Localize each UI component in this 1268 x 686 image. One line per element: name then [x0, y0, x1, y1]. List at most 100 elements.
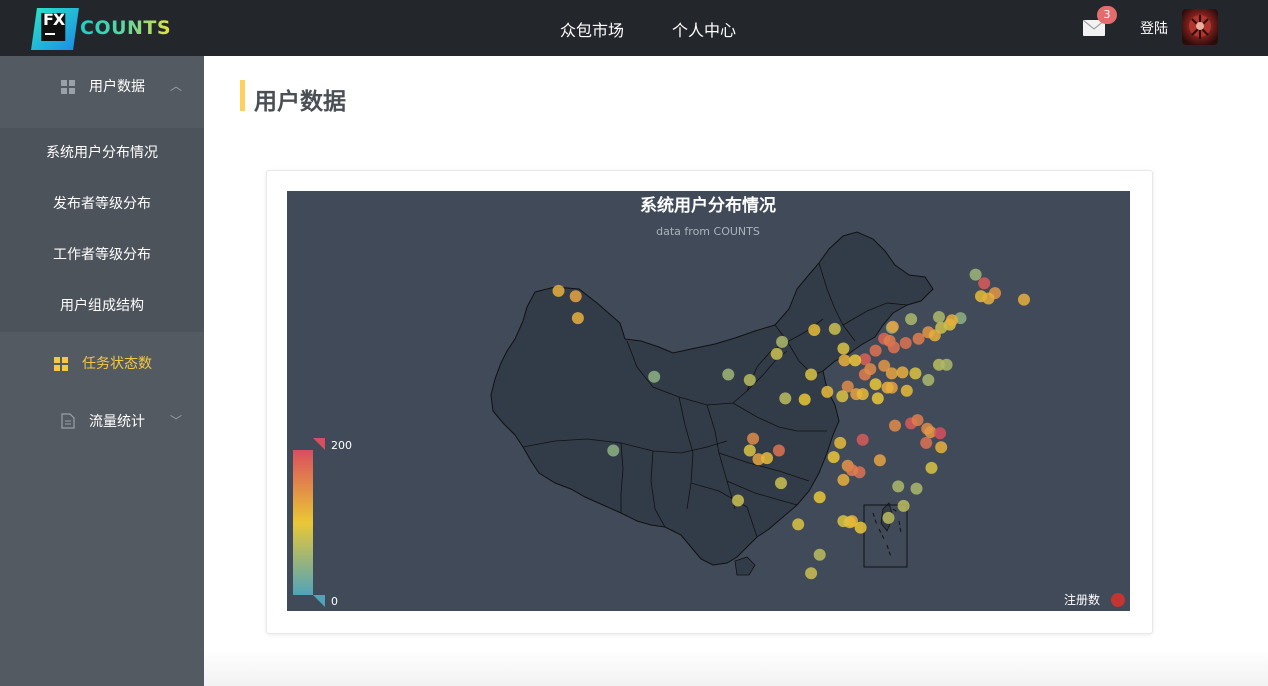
scatter-point[interactable]: [889, 419, 901, 432]
scatter-point[interactable]: [648, 370, 661, 383]
scatter-point[interactable]: [772, 444, 785, 457]
scatter-point[interactable]: [905, 313, 918, 326]
scatter-point[interactable]: [776, 335, 789, 348]
scatter-point[interactable]: [792, 518, 805, 531]
scatter-point[interactable]: [834, 436, 847, 449]
app-logo[interactable]: FX COUNTS: [31, 6, 171, 52]
scatter-point[interactable]: [813, 548, 826, 561]
login-link[interactable]: 登陆: [1140, 21, 1168, 37]
scatter-point[interactable]: [924, 426, 937, 439]
scatter-point[interactable]: [935, 441, 948, 454]
scatter-point[interactable]: [798, 393, 811, 406]
scatter-point[interactable]: [849, 354, 862, 367]
scatter-point[interactable]: [856, 433, 869, 446]
sidebar-group-label: 任务状态数: [82, 356, 152, 372]
nav-item-crowd-market[interactable]: 众包市场: [560, 21, 625, 40]
scatter-point[interactable]: [775, 477, 787, 490]
scatter-point[interactable]: [846, 464, 858, 477]
chart-svg: 200 0 系统用户分布情况 data from COUNTS 注册数: [293, 195, 1125, 608]
scatter-point[interactable]: [732, 494, 744, 507]
scatter-point[interactable]: [821, 385, 834, 398]
scatter-point[interactable]: [813, 491, 826, 504]
scatter-point[interactable]: [841, 380, 854, 393]
hainan-shape: [734, 556, 756, 576]
scatter-point[interactable]: [909, 367, 922, 380]
scatter-point[interactable]: [887, 341, 900, 354]
scatter-point[interactable]: [897, 499, 910, 512]
scatter-point[interactable]: [722, 368, 735, 381]
scatter-point[interactable]: [934, 427, 947, 440]
scatter-point[interactable]: [743, 444, 756, 457]
scatter-point[interactable]: [552, 284, 565, 297]
scatter-point[interactable]: [569, 290, 582, 303]
scatter-point[interactable]: [892, 480, 905, 493]
sidebar-item-user-distribution[interactable]: 系统用户分布情况: [0, 128, 204, 179]
legend-marker[interactable]: [1111, 593, 1125, 607]
scatter-point[interactable]: [982, 292, 995, 305]
scatter-point[interactable]: [837, 342, 850, 355]
scatter-point[interactable]: [882, 511, 895, 524]
visual-map-handle-bottom[interactable]: [313, 595, 325, 607]
scatter-point[interactable]: [607, 444, 620, 457]
scatter-point[interactable]: [871, 392, 884, 405]
scatter-point[interactable]: [747, 432, 760, 445]
sidebar: 用户数据 ︿ 系统用户分布情况 发布者等级分布 工作者等级分布 用户组成结构 任…: [0, 56, 204, 686]
scatter-point[interactable]: [856, 388, 869, 401]
scatter-point[interactable]: [881, 381, 894, 394]
scatter-point[interactable]: [805, 368, 818, 381]
scatter-point[interactable]: [922, 374, 935, 386]
scatter-point[interactable]: [779, 392, 792, 405]
scatter-point[interactable]: [869, 344, 882, 357]
scatter-point[interactable]: [886, 320, 899, 333]
scatter-point[interactable]: [743, 374, 756, 386]
scatter-point[interactable]: [899, 337, 912, 349]
sidebar-item-worker-levels[interactable]: 工作者等级分布: [0, 230, 204, 281]
sidebar-item-user-composition[interactable]: 用户组成结构: [0, 281, 204, 332]
scatter-point[interactable]: [878, 359, 891, 372]
scatter-point[interactable]: [900, 384, 913, 397]
scatter-point[interactable]: [896, 366, 909, 379]
avatar[interactable]: [1182, 9, 1218, 45]
scatter-point[interactable]: [808, 324, 821, 336]
scatter-point[interactable]: [928, 329, 941, 342]
scatter-point[interactable]: [770, 347, 783, 360]
scatter-point[interactable]: [827, 451, 840, 464]
top-navigation-bar: FX COUNTS 众包市场 个人中心 3 登陆: [0, 0, 1268, 56]
scatter-point[interactable]: [873, 454, 886, 467]
scatter-point[interactable]: [946, 314, 958, 327]
nav-item-personal-center[interactable]: 个人中心: [672, 21, 737, 40]
visual-map-handle-top[interactable]: [313, 438, 325, 450]
sidebar-group-label: 流量统计: [89, 414, 145, 430]
scatter-point[interactable]: [837, 515, 850, 528]
scatter-point[interactable]: [864, 363, 877, 376]
scatter-point[interactable]: [838, 354, 851, 367]
scatter-point[interactable]: [912, 332, 925, 345]
scatter-point[interactable]: [920, 436, 933, 449]
scatter-point[interactable]: [933, 311, 945, 323]
sidebar-group-traffic-stats[interactable]: 流量统计 ﹀: [0, 391, 204, 449]
scatter-point[interactable]: [910, 482, 923, 495]
scatter-point[interactable]: [854, 521, 867, 534]
scatter-point[interactable]: [885, 367, 898, 380]
scatter-point[interactable]: [837, 473, 850, 486]
scatter-point[interactable]: [836, 390, 849, 403]
logo-text: COUNTS: [80, 17, 172, 39]
sidebar-group-user-data[interactable]: 用户数据 ︿: [0, 56, 204, 114]
scatter-point[interactable]: [925, 461, 938, 474]
scatter-point[interactable]: [911, 414, 924, 427]
scatter-point[interactable]: [969, 268, 982, 281]
scatter-point[interactable]: [805, 567, 818, 580]
visual-map-bar[interactable]: [293, 450, 313, 595]
scatter-point[interactable]: [1018, 293, 1030, 306]
sidebar-item-publisher-levels[interactable]: 发布者等级分布: [0, 179, 204, 230]
scatter-point[interactable]: [761, 452, 773, 465]
logo-mark-text: FX: [43, 10, 65, 29]
sidebar-group-task-status[interactable]: 任务状态数: [0, 333, 204, 391]
scatter-point[interactable]: [978, 277, 991, 290]
scatter-point[interactable]: [940, 358, 953, 371]
scatter-point[interactable]: [828, 322, 841, 335]
scatter-point[interactable]: [869, 378, 882, 391]
scatter-point[interactable]: [571, 312, 584, 325]
grid-icon: [61, 80, 75, 94]
scatter-point[interactable]: [858, 353, 871, 366]
